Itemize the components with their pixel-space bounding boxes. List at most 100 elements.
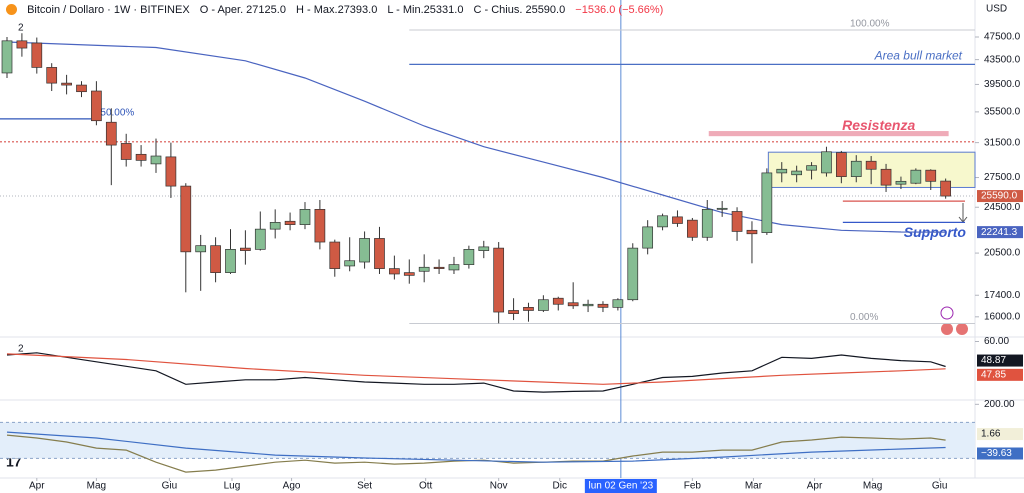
- fib-label: 100.00%: [850, 19, 890, 30]
- candle-body: [16, 40, 28, 49]
- y-tick-label: 16000.0: [984, 311, 1021, 322]
- study-count: 2: [18, 344, 24, 355]
- x-tick-label: Mag: [87, 481, 106, 492]
- candle-body: [567, 302, 579, 307]
- candle-body: [806, 165, 817, 171]
- candle-body: [910, 169, 922, 184]
- y-tick-label: 17400.0: [984, 290, 1021, 301]
- change: −1536.0 (−5.66%): [575, 4, 664, 16]
- crosshair-tag: [584, 479, 657, 493]
- y-tick-label: 200.00: [984, 399, 1015, 410]
- candle-body: [284, 220, 296, 225]
- x-tick-label: Mar: [745, 481, 763, 492]
- y-tick-label: 43500.0: [984, 54, 1021, 65]
- y-tick-label: 60.00: [984, 336, 1009, 347]
- candle-body: [359, 238, 370, 263]
- candle-body: [538, 299, 549, 311]
- candle-body: [269, 222, 281, 230]
- study-count: 2: [18, 23, 24, 34]
- y-tick-label: 24500.0: [984, 202, 1021, 213]
- fib-label: 50.00%: [100, 107, 134, 118]
- indicator-line: [6, 41, 946, 233]
- ohlc: C - Chius. 25590.0: [473, 4, 566, 16]
- price-tag-label: 1.66: [981, 429, 1001, 440]
- candle-body: [418, 266, 430, 272]
- candle-body: [895, 180, 907, 185]
- candle-body: [687, 219, 698, 238]
- candle-body: [180, 185, 192, 253]
- band: [0, 422, 975, 459]
- price-tag: [977, 354, 1023, 367]
- candle-body: [657, 215, 668, 228]
- x-tick-label: Nov: [490, 481, 508, 492]
- candle-body: [76, 84, 87, 93]
- indicator-line: [6, 434, 946, 473]
- ohlc: O - Aper. 27125.0: [199, 4, 286, 16]
- price-tag: [977, 226, 1023, 239]
- x-tick-label: Giu: [932, 481, 948, 492]
- candle-body: [642, 226, 654, 249]
- candle-body: [880, 168, 892, 186]
- candle-body: [850, 160, 862, 177]
- x-tick-label: Ago: [283, 481, 301, 492]
- currency-label: USD: [986, 4, 1007, 15]
- candle-body: [552, 297, 564, 305]
- candle-body: [225, 249, 236, 273]
- candle-body: [61, 82, 72, 86]
- candle-body: [761, 172, 773, 233]
- event-icon[interactable]: [941, 323, 953, 335]
- candle-body: [731, 211, 743, 232]
- candle-body: [1, 40, 13, 74]
- x-tick-label: Set: [357, 481, 372, 492]
- ohlc: H - Max.27393.0: [296, 4, 378, 16]
- price-tag: [977, 447, 1023, 460]
- price-tag: [977, 368, 1023, 381]
- indicator-line: [6, 353, 946, 385]
- event-icon[interactable]: [940, 306, 954, 320]
- candle-body: [344, 260, 356, 267]
- candle-body: [746, 229, 758, 235]
- price-tag: [977, 190, 1023, 203]
- indicator-line: [6, 352, 946, 393]
- event-icon[interactable]: [956, 323, 968, 335]
- y-tick-label: 20500.0: [984, 248, 1021, 259]
- candle-body: [240, 247, 251, 251]
- candle-body: [582, 303, 594, 307]
- fib-label: 0.00%: [850, 312, 878, 323]
- candle-body: [389, 268, 400, 275]
- x-tick-label: Lug: [224, 481, 241, 492]
- candle-body: [210, 245, 221, 273]
- candle-body: [627, 247, 639, 301]
- candle-body: [433, 266, 445, 269]
- candle-body: [46, 67, 58, 84]
- candle-body: [925, 169, 937, 182]
- ohlc: L - Min.25331.0: [387, 4, 464, 16]
- candle-body: [314, 209, 326, 243]
- candle-body: [135, 153, 147, 161]
- level-label: Area bull market: [874, 49, 963, 63]
- btc-icon: [6, 4, 17, 15]
- y-tick-label: 47500.0: [984, 32, 1021, 43]
- y-tick-label: 27500.0: [984, 172, 1021, 183]
- candle-body: [612, 299, 624, 308]
- zone: [708, 131, 949, 137]
- candle-body: [836, 152, 847, 177]
- candle-body: [865, 160, 877, 170]
- x-tick-label: Dic: [553, 481, 567, 492]
- candle-body: [120, 143, 132, 160]
- x-tick-label: lun 02 Gen '23: [588, 481, 653, 492]
- x-tick-label: Ott: [419, 481, 433, 492]
- symbol-title: Bitcoin / Dollaro · 1W · BITFINEX: [27, 4, 190, 16]
- candle-body: [523, 307, 534, 311]
- candle-body: [374, 238, 385, 269]
- candle-body: [463, 249, 475, 265]
- x-tick-label: Apr: [807, 481, 823, 492]
- candle-body: [597, 303, 609, 308]
- indicator-line: [6, 431, 946, 463]
- y-tick-label: 31500.0: [984, 137, 1021, 148]
- candle-body: [791, 170, 803, 176]
- candle-body: [329, 241, 341, 269]
- candle-body: [165, 156, 177, 187]
- x-tick-label: Apr: [29, 481, 45, 492]
